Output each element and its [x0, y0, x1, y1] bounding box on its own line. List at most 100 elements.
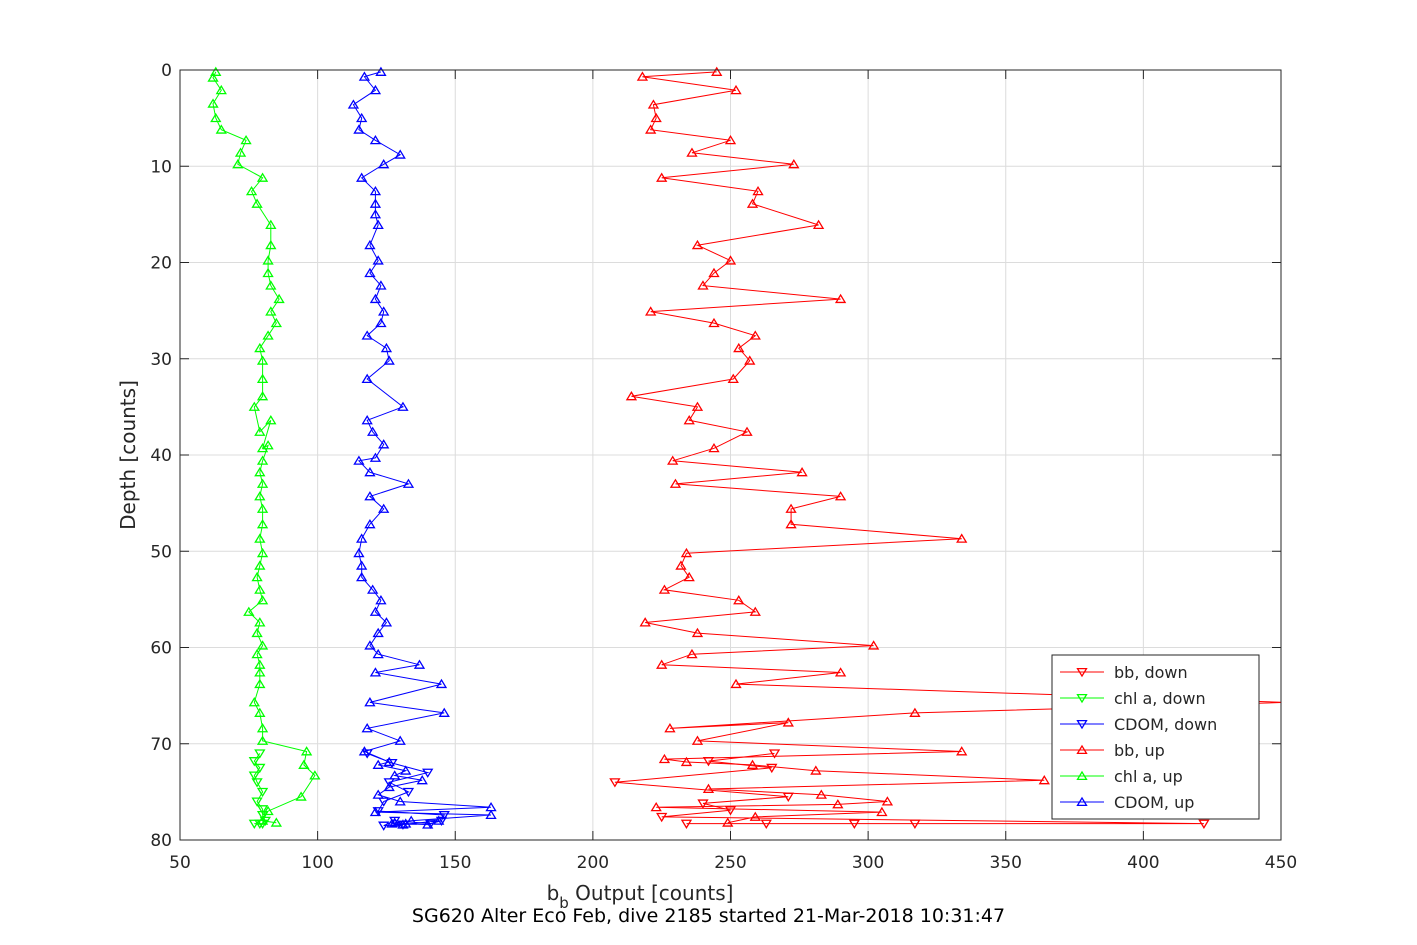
data-point — [658, 584, 671, 594]
y-axis-label: Depth [counts] — [116, 380, 140, 530]
data-point — [361, 373, 373, 383]
data-point — [400, 765, 412, 775]
data-point — [369, 806, 382, 817]
data-point — [625, 390, 638, 401]
x-tick-label: 450 — [1265, 853, 1297, 873]
data-point — [435, 678, 448, 689]
data-point — [356, 533, 368, 543]
data-point — [656, 659, 668, 669]
data-point — [438, 707, 450, 717]
data-point — [397, 819, 409, 829]
data-point — [232, 159, 244, 169]
data-point — [744, 355, 756, 365]
data-point — [300, 746, 313, 756]
data-point — [815, 789, 827, 799]
data-point — [375, 280, 387, 290]
legend-entry-label: CDOM, up — [1114, 793, 1194, 812]
data-point — [686, 648, 698, 659]
data-point — [353, 455, 365, 465]
data-point — [265, 239, 277, 250]
data-point — [243, 606, 255, 616]
data-point — [254, 667, 266, 677]
data-point — [724, 134, 737, 145]
data-point — [749, 811, 761, 821]
data-point — [785, 518, 797, 529]
data-point — [367, 426, 379, 436]
data-point — [722, 817, 734, 827]
data-point — [207, 72, 219, 82]
x-tick-label: 400 — [1127, 853, 1159, 873]
data-point — [394, 149, 406, 159]
data-point — [867, 640, 880, 650]
data-point — [369, 452, 382, 462]
data-point — [691, 627, 704, 638]
data-point — [251, 797, 263, 807]
x-tick-label: 50 — [169, 853, 191, 873]
data-point — [254, 763, 266, 774]
data-point — [256, 810, 269, 821]
data-point — [254, 426, 266, 436]
data-point — [364, 697, 376, 707]
data-point — [347, 99, 360, 109]
data-point — [724, 255, 737, 265]
data-point — [711, 66, 723, 76]
series-line-2 — [367, 752, 445, 827]
legend-box — [1051, 654, 1260, 820]
data-point — [248, 771, 260, 781]
data-point — [361, 330, 373, 340]
data-point — [256, 805, 269, 815]
data-point — [433, 815, 445, 825]
data-point — [210, 66, 222, 76]
data-point — [650, 112, 662, 123]
data-point — [645, 124, 657, 134]
x-tick-label: 150 — [439, 853, 471, 873]
data-point — [746, 198, 759, 208]
data-point — [405, 815, 417, 825]
data-point — [248, 819, 260, 829]
data-point — [254, 560, 266, 570]
data-point — [375, 317, 387, 328]
data-point — [369, 667, 382, 677]
data-point — [656, 172, 668, 182]
data-point — [353, 124, 365, 134]
data-point — [372, 648, 384, 659]
data-point — [386, 818, 398, 828]
data-point — [254, 533, 266, 543]
data-point — [364, 467, 376, 477]
data-point — [667, 455, 679, 465]
data-point — [650, 801, 662, 812]
data-point — [645, 306, 657, 316]
data-point — [749, 330, 761, 340]
data-point — [265, 280, 277, 290]
data-point — [256, 390, 269, 401]
legend-marker — [1076, 719, 1088, 730]
data-point — [812, 219, 825, 229]
legend[interactable]: bb, down chl a, down CDOM, down bb, up chl a… — [1051, 654, 1260, 820]
data-point — [207, 98, 219, 108]
data-point — [881, 796, 894, 806]
data-point — [609, 778, 621, 788]
data-point — [746, 759, 759, 769]
data-point — [909, 707, 921, 717]
data-point — [251, 778, 263, 788]
data-point — [251, 571, 263, 582]
data-point — [364, 239, 376, 250]
data-point — [876, 806, 888, 817]
data-point — [435, 816, 448, 827]
legend-entry-label: chl a, up — [1114, 767, 1183, 786]
data-point — [309, 770, 321, 780]
data-point — [254, 491, 266, 501]
legend-marker — [1076, 667, 1088, 678]
data-point — [358, 71, 371, 81]
axis-ticks: 50 100 150 200 250 300 350 400 450 0 10 20 30 40 50 60 7… — [150, 61, 1297, 873]
data-point — [254, 617, 266, 627]
data-point — [383, 778, 395, 788]
data-point — [680, 756, 693, 767]
data-point — [741, 426, 753, 436]
data-point — [273, 293, 285, 304]
data-point — [656, 812, 668, 823]
data-point — [394, 796, 406, 806]
data-point — [702, 757, 715, 767]
data-point — [356, 560, 368, 570]
data-point — [361, 415, 373, 425]
